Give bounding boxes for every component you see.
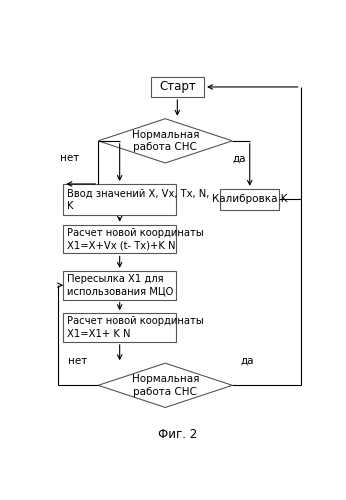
FancyBboxPatch shape (63, 224, 176, 254)
Text: нет: нет (69, 356, 88, 366)
FancyBboxPatch shape (63, 271, 176, 300)
FancyBboxPatch shape (63, 184, 176, 215)
Text: да: да (232, 153, 246, 163)
Text: нет: нет (61, 153, 80, 163)
FancyBboxPatch shape (151, 77, 204, 97)
Text: Расчет новой координаты
X1=X+Vx (t- Tx)+K N: Расчет новой координаты X1=X+Vx (t- Tx)+… (66, 228, 203, 250)
Text: Нормальная
работа СНС: Нормальная работа СНС (131, 130, 199, 152)
Text: Фиг. 2: Фиг. 2 (158, 428, 197, 440)
Text: Старт: Старт (159, 80, 196, 94)
Text: да: да (240, 356, 254, 366)
Text: Пересылка X1 для
использования МЦО: Пересылка X1 для использования МЦО (66, 274, 173, 296)
Text: Калибровка K: Калибровка K (212, 194, 288, 204)
Text: Нормальная
работа СНС: Нормальная работа СНС (131, 374, 199, 396)
FancyBboxPatch shape (63, 313, 176, 342)
Text: Ввод значений X, Vx, Tx, N,
K: Ввод значений X, Vx, Tx, N, K (66, 188, 209, 210)
Text: Расчет новой координаты
X1=X1+ K N: Расчет новой координаты X1=X1+ K N (66, 316, 203, 339)
FancyBboxPatch shape (220, 189, 279, 210)
Polygon shape (98, 363, 232, 408)
Polygon shape (98, 118, 232, 163)
